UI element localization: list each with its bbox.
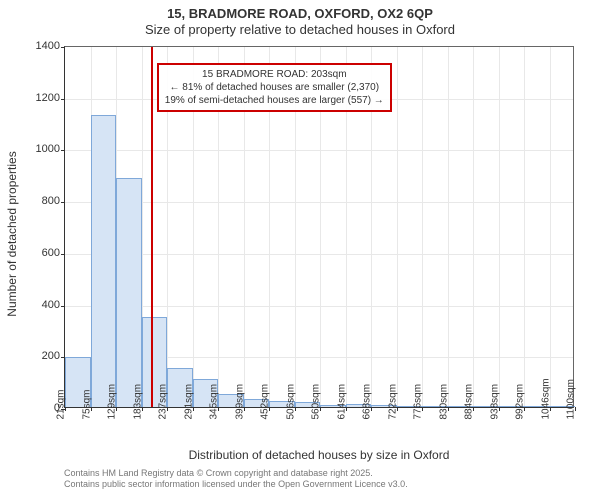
ytick-label: 600: [10, 247, 60, 259]
chart-title-line2: Size of property relative to detached ho…: [0, 22, 600, 37]
histogram-bar: [116, 178, 142, 407]
ytick-mark: [61, 306, 65, 307]
gridline-vertical: [473, 47, 474, 407]
xaxis-title: Distribution of detached houses by size …: [64, 448, 574, 462]
yaxis-title: Number of detached properties: [5, 151, 19, 316]
ytick-label: 0: [10, 402, 60, 414]
ytick-mark: [61, 150, 65, 151]
ytick-label: 800: [10, 195, 60, 207]
ytick-mark: [61, 47, 65, 48]
annotation-box: 15 BRADMORE ROAD: 203sqm← 81% of detache…: [157, 63, 392, 112]
gridline-vertical: [397, 47, 398, 407]
gridline-vertical: [524, 47, 525, 407]
ytick-mark: [61, 254, 65, 255]
annotation-line2: ← 81% of detached houses are smaller (2,…: [165, 81, 384, 94]
property-marker-line: [151, 47, 153, 407]
plot-area: 15 BRADMORE ROAD: 203sqm← 81% of detache…: [64, 46, 574, 408]
footer-line1: Contains HM Land Registry data © Crown c…: [64, 468, 408, 479]
ytick-label: 200: [10, 350, 60, 362]
histogram-bar: [91, 115, 117, 407]
annotation-line1: 15 BRADMORE ROAD: 203sqm: [165, 68, 384, 81]
annotation-line3: 19% of semi-detached houses are larger (…: [165, 94, 384, 107]
gridline-vertical: [499, 47, 500, 407]
gridline-vertical: [550, 47, 551, 407]
chart-title-block: 15, BRADMORE ROAD, OXFORD, OX2 6QP Size …: [0, 6, 600, 37]
ytick-label: 1200: [10, 92, 60, 104]
chart-footer: Contains HM Land Registry data © Crown c…: [64, 468, 408, 491]
gridline-vertical: [422, 47, 423, 407]
ytick-label: 1400: [10, 40, 60, 52]
ytick-label: 1000: [10, 143, 60, 155]
ytick-label: 400: [10, 299, 60, 311]
footer-line2: Contains public sector information licen…: [64, 479, 408, 490]
gridline-vertical: [448, 47, 449, 407]
ytick-mark: [61, 99, 65, 100]
chart-title-line1: 15, BRADMORE ROAD, OXFORD, OX2 6QP: [0, 6, 600, 21]
ytick-mark: [61, 202, 65, 203]
histogram-chart: 15, BRADMORE ROAD, OXFORD, OX2 6QP Size …: [0, 0, 600, 500]
